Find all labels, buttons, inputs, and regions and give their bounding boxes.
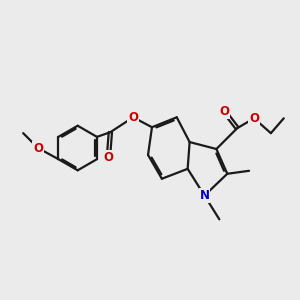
Text: O: O	[249, 112, 259, 125]
Text: N: N	[200, 189, 209, 202]
Text: O: O	[33, 142, 43, 154]
Text: O: O	[103, 152, 113, 164]
Text: O: O	[219, 105, 229, 118]
Text: O: O	[128, 111, 138, 124]
